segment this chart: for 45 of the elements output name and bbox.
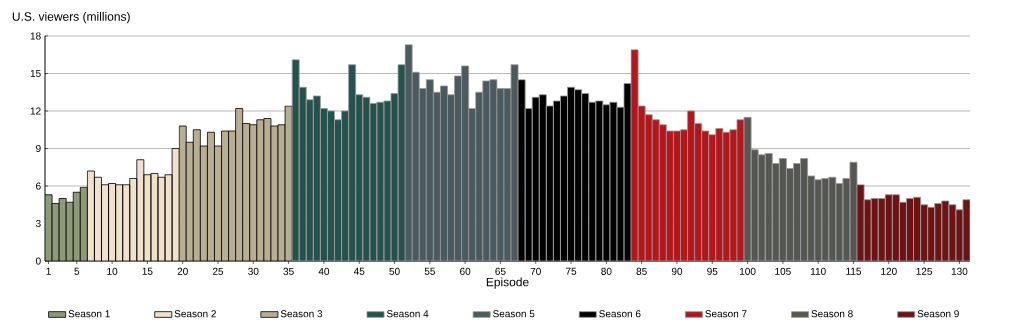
x-tick-label: 85	[636, 267, 647, 275]
x-tick-label: 100	[740, 267, 756, 275]
y-tick-label: 0	[35, 257, 41, 265]
x-tick-label: 60	[460, 267, 471, 275]
legend-label: Season 9	[917, 310, 959, 318]
x-tick-label: 75	[566, 267, 577, 275]
x-tick-label: 10	[107, 267, 118, 275]
x-tick-label: 65	[495, 267, 506, 275]
x-tick-label: 1	[46, 267, 51, 275]
x-tick-label: 55	[424, 267, 435, 275]
legend-label: Season 7	[705, 310, 747, 318]
y-tick-label: 15	[30, 70, 41, 77]
x-tick-label: 50	[389, 267, 400, 275]
x-tick-label: 130	[951, 267, 968, 275]
x-tick-label: 70	[530, 267, 541, 275]
x-tick-label: 115	[846, 267, 862, 275]
legend-label: Season 1	[68, 310, 110, 318]
x-tick-label: 30	[248, 267, 259, 275]
y-tick-label: 12	[30, 107, 41, 115]
legend-label: Season 2	[174, 310, 216, 318]
legend-label: Season 3	[280, 310, 323, 318]
y-axis-title: U.S. viewers (millions)	[12, 11, 130, 24]
legend-label: Season 8	[811, 310, 853, 318]
x-tick-label: 45	[353, 267, 365, 275]
y-tick-label: 18	[30, 32, 41, 40]
x-tick-label: 95	[707, 267, 718, 275]
x-tick-label: 35	[283, 267, 294, 275]
x-tick-label: 110	[810, 267, 826, 275]
x-tick-label: 20	[177, 267, 188, 275]
legend-label: Season 4	[386, 310, 429, 318]
x-tick-label: 25	[212, 267, 224, 275]
y-tick-label: 9	[36, 144, 41, 153]
y-tick-label: 3	[35, 219, 41, 228]
y-tick-label: 6	[36, 182, 41, 190]
x-tick-label: 5	[74, 267, 80, 275]
x-axis-title: Episode	[486, 277, 529, 289]
x-tick-label: 80	[601, 267, 612, 275]
x-tick-label: 120	[881, 267, 897, 275]
x-tick-label: 40	[318, 267, 330, 275]
legend-label: Season 5	[493, 310, 535, 318]
legend-label: Season 6	[599, 310, 641, 318]
x-tick-label: 15	[142, 267, 153, 275]
x-tick-label: 105	[775, 267, 791, 275]
x-tick-label: 90	[671, 267, 683, 275]
x-tick-label: 125	[916, 267, 933, 275]
